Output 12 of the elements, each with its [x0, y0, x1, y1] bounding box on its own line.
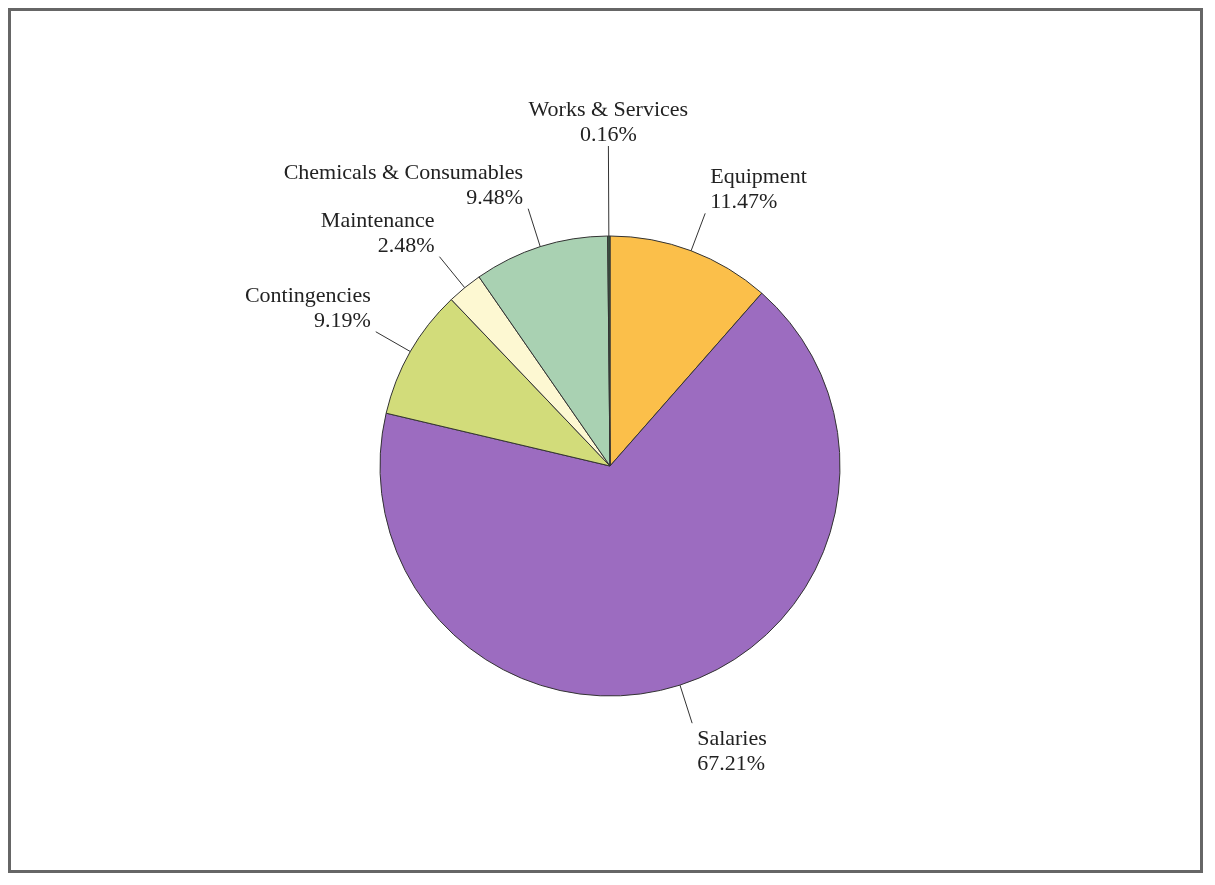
- slice-label: Chemicals & Consumables: [283, 158, 524, 184]
- data-label: 9.19%: [313, 306, 371, 332]
- data-label: 9.48%: [466, 183, 524, 209]
- data-label: 67.21%: [697, 750, 765, 776]
- slice-label: Contingencies: [244, 281, 371, 307]
- data-label: 2.48%: [377, 231, 435, 257]
- data-label: 11.47%: [710, 188, 778, 214]
- slice-label: Equipment: [710, 163, 807, 189]
- data-label: 0.16%: [579, 121, 637, 146]
- slice-label: Salaries: [697, 725, 767, 751]
- slice-label: Maintenance: [320, 206, 435, 232]
- slice-label: Works & Services: [528, 96, 689, 121]
